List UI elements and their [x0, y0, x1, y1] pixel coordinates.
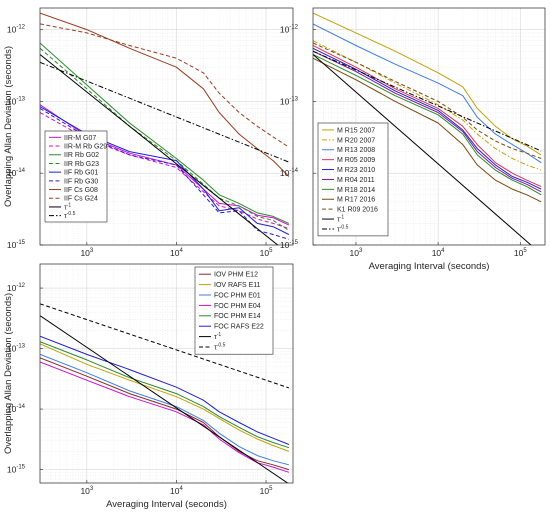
y-tick-label: 10-14: [7, 404, 26, 414]
series-line-iir-m-g07: [40, 104, 290, 226]
legend-label-0-5: τ-0.5: [214, 342, 226, 351]
series-line-m-r05-2009: [313, 45, 542, 188]
legend-label-iir-rb-g02: IIR Rb G02: [64, 152, 99, 159]
legend-label-m-r05-2009: M R05 2009: [337, 157, 375, 164]
axes-frame: [39, 7, 294, 246]
x-tick-label: 103: [80, 248, 93, 258]
legend-label-foc-phm-e04: FOC PHM E04: [214, 303, 261, 310]
legend-label-m-r20-2007: M R20 2007: [337, 137, 375, 144]
series-line-m-r20-2007: [313, 40, 542, 171]
legend-label-iif-rb-g30: IIF Rb G30: [64, 178, 98, 185]
series-line-foc-phm-e14: [40, 341, 290, 449]
legend-label-iir-rb-g23: IIR Rb G23: [64, 161, 99, 168]
legend-label-1: τ-1: [64, 202, 71, 211]
x-axis-label: Averaging Interval (seconds): [369, 261, 490, 272]
legend-label-0-5: τ-0.5: [64, 211, 76, 220]
series-line-m-r15-2007: [313, 12, 542, 156]
legend-label-iir-m-g07: IIR-M G07: [64, 135, 96, 142]
panel-gps: 103 104 105 10-12 10-13 10-14 10-15 Overlapping…: [3, 7, 294, 258]
legend-box: [194, 266, 274, 355]
y-tick-label: 10-13: [7, 96, 26, 106]
series-line-k1-r09-2016: [313, 42, 542, 159]
legend-label-0-5: τ-0.5: [337, 224, 349, 233]
x-tick-label: 104: [170, 248, 183, 258]
x-tick-label: 105: [260, 248, 273, 258]
y-tick-label: 10-13: [280, 96, 299, 106]
series-line-m-r18-2014: [313, 54, 542, 196]
series-line-iov-rafs-e11: [40, 343, 290, 452]
series-lines: [40, 303, 290, 483]
series-line-0-5: [313, 50, 542, 152]
legend-label-m-r18-2014: M R18 2014: [337, 187, 375, 194]
x-axis-label: Averaging Interval (seconds): [106, 499, 227, 510]
series-line-iov-phm-e12: [40, 357, 290, 471]
panel-glonass: 103 104 105 10-12 10-13 10-14 10-15 Averaging I…: [280, 7, 546, 272]
y-tick-label: 10-13: [7, 344, 26, 354]
series-line-m-r23-2010: [313, 47, 542, 190]
legend-label-m-r04-2011: M R04 2011: [337, 177, 375, 184]
legend-label-iov-phm-e12: IOV PHM E12: [214, 272, 258, 279]
series-line-iir-m-rb-g29: [40, 112, 290, 229]
y-tick-label: 10-15: [7, 240, 26, 250]
series-line-foc-phm-e01: [40, 353, 290, 466]
series-lines: [313, 12, 542, 245]
legend-label-foc-phm-e01: FOC PHM E01: [214, 292, 261, 299]
legend-label-foc-rafs-e22: FOC RAFS E22: [214, 324, 264, 331]
legend: M R15 2007 M R20 2007 M R13 2008 M R05 2009…: [317, 122, 389, 237]
y-axis-label: Overlapping Allan Deviation (seconds): [3, 293, 14, 454]
y-tick-label: 10-12: [280, 25, 299, 35]
series-line-iif-cs-g24: [40, 23, 290, 148]
y-tick-label: 10-15: [280, 240, 299, 250]
legend-label-foc-phm-e14: FOC PHM E14: [214, 313, 261, 320]
series-line-0-5: [40, 303, 290, 389]
x-tick-label: 103: [350, 248, 363, 258]
x-tick-label: 103: [80, 486, 93, 496]
legend-label-iif-rb-g01: IIF Rb G01: [64, 170, 98, 177]
legend-label-1: τ-1: [214, 332, 221, 341]
series-line-iif-rb-g01: [40, 106, 290, 235]
y-tick-label: 10-12: [7, 25, 26, 35]
legend-label-iov-rafs-e11: IOV RAFS E11: [214, 282, 261, 289]
axes-frame: [39, 263, 294, 484]
y-tick-label: 10-14: [7, 168, 26, 178]
series-line-1: [40, 315, 289, 483]
legend-label-k1-r09-2016: K1 R09 2016: [337, 207, 378, 214]
series-line-iif-cs-g08: [40, 12, 290, 177]
x-tick-label: 104: [170, 486, 183, 496]
legend-label-m-r17-2016: M R17 2016: [337, 197, 375, 204]
y-tick-label: 10-12: [7, 283, 26, 293]
legend-label-1: τ-1: [337, 214, 344, 223]
axes-frame: [312, 7, 546, 246]
x-tick-label: 104: [432, 248, 445, 258]
legend-label-m-r23-2010: M R23 2010: [337, 167, 375, 174]
series-line-m-r04-2011: [313, 50, 542, 193]
legend-label-m-r13-2008: M R13 2008: [337, 147, 375, 154]
series-lines: [40, 12, 290, 245]
series-line-m-r13-2008: [313, 23, 542, 164]
series-line-iif-rb-g30: [40, 107, 290, 240]
legend-label-iif-cs-g24: IIF Cs G24: [64, 196, 98, 203]
y-tick-label: 10-14: [280, 168, 299, 178]
y-tick-label: 10-15: [7, 465, 26, 475]
series-line-1: [313, 54, 532, 245]
legend-label-m-r15-2007: M R15 2007: [337, 127, 375, 134]
series-line-m-r17-2016: [313, 57, 542, 203]
series-line-0-5: [40, 61, 290, 163]
panel-galileo: 103 104 105 10-12 10-13 10-14 10-15 Averaging I…: [3, 263, 294, 510]
legend-label-iif-cs-g08: IIF Cs G08: [64, 187, 98, 194]
series-line-1: [40, 54, 279, 245]
x-tick-label: 105: [260, 486, 273, 496]
series-line-iir-rb-g02: [40, 42, 290, 224]
legend-label-iir-m-rb-g29: IIR-M Rb G29: [64, 143, 107, 150]
y-axis-label: Overlapping Allan Deviation (seconds): [3, 46, 14, 207]
x-tick-label: 105: [514, 248, 527, 258]
legend: IOV PHM E12 IOV RAFS E11 FOC PHM E01 FOC PH…: [194, 266, 274, 355]
